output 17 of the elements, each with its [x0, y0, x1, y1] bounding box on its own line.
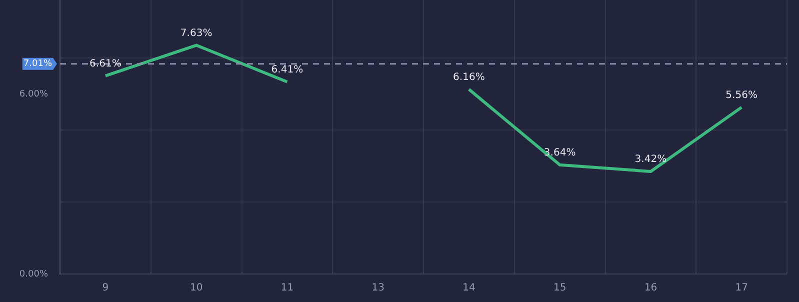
ref-line-label: 7.01%: [23, 59, 52, 70]
data-label: 7.63%: [180, 28, 212, 39]
data-label: 3.42%: [634, 154, 667, 166]
x-tick-label: 17: [735, 282, 748, 294]
y-tick-label: 0.00%: [19, 269, 48, 280]
x-tick-label: 13: [372, 282, 384, 294]
x-tick-label: 11: [280, 282, 294, 294]
x-tick-label: 10: [190, 282, 203, 294]
y-tick-label: 6.00%: [19, 89, 48, 100]
data-label: 6.41%: [271, 64, 304, 76]
data-label: 6.61%: [90, 58, 122, 70]
x-tick-label: 16: [644, 282, 658, 294]
x-tick-label: 14: [462, 282, 476, 294]
x-tick-label: 9: [102, 282, 109, 294]
data-label: 6.16%: [453, 72, 485, 83]
data-label: 5.56%: [726, 90, 758, 101]
x-tick-label: 15: [553, 282, 566, 294]
